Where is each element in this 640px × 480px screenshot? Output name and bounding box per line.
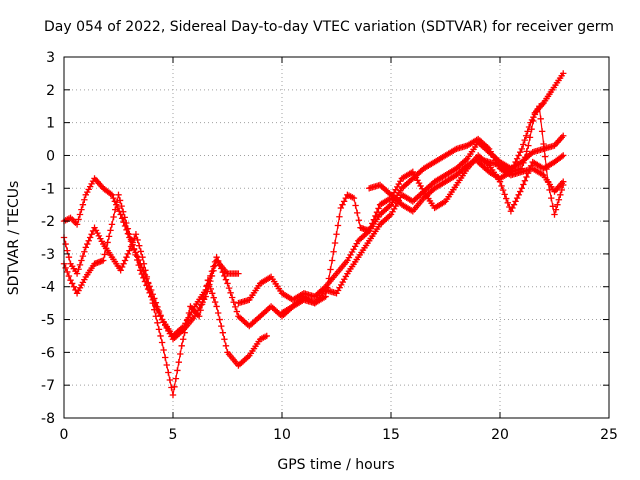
x-tick-label: 25 (600, 427, 618, 443)
y-tick-label: -8 (41, 411, 55, 427)
y-tick-label: -4 (41, 280, 55, 296)
series-markers (475, 103, 567, 218)
y-tick-label: -5 (41, 313, 55, 329)
y-tick-label: -7 (41, 378, 55, 394)
y-tick-label: 0 (46, 148, 55, 164)
axis-layer: 0 5 10 15 20 25 -8 -7 -6 -5 -4 -3 -2 -1 0 1 2 3 (41, 50, 618, 443)
series-markers (366, 70, 567, 215)
y-tick-label: 1 (46, 116, 55, 132)
y-tick-label: 2 (46, 83, 55, 99)
y-tick-label: -1 (41, 181, 55, 197)
y-tick-label: -2 (41, 214, 55, 230)
series-track-g (475, 103, 567, 218)
data-layer (60, 70, 567, 399)
x-tick-label: 0 (60, 427, 69, 443)
chart-title: Day 054 of 2022, Sidereal Day-to-day VTE… (44, 19, 614, 35)
x-tick-label: 10 (273, 427, 291, 443)
plot-frame (63, 56, 610, 419)
x-axis-label: GPS time / hours (277, 457, 394, 473)
y-axis-label: SDTVAR / TECUs (6, 181, 22, 296)
y-tick-label: -6 (41, 345, 55, 361)
x-tick-label: 5 (169, 427, 178, 443)
y-tick-label: 3 (46, 50, 55, 66)
x-tick-label: 20 (491, 427, 509, 443)
grid-layer (64, 57, 609, 418)
x-tick-label: 15 (382, 427, 400, 443)
y-tick-label: -3 (41, 247, 55, 263)
series-markers (60, 191, 242, 343)
series-track-c (60, 191, 242, 343)
